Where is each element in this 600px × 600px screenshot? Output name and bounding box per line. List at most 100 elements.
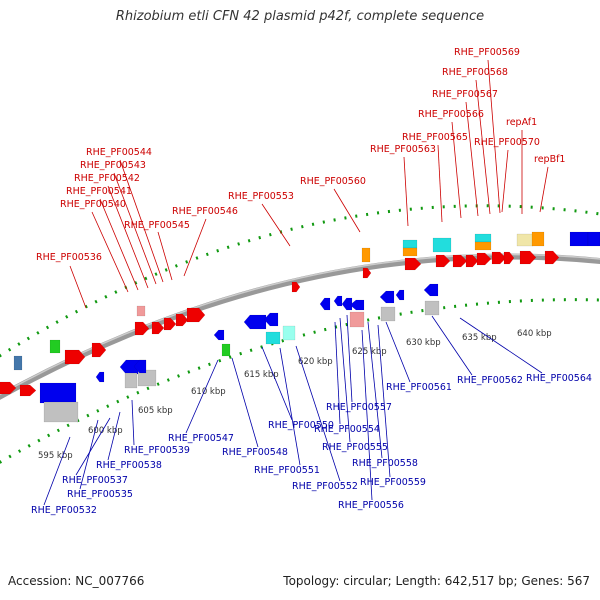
gene-48 [491, 251, 507, 265]
rev-label-1: RHE_PF00535 [67, 489, 133, 500]
fwd-label-18: repBf1 [534, 154, 565, 165]
fwd-label-5: RHE_PF00544 [86, 147, 152, 158]
gene-16 [163, 317, 177, 331]
rev-label-5-leader [185, 359, 219, 434]
gene-44 [465, 254, 479, 268]
gene-41 [432, 237, 452, 253]
fwd-label-17: repAf1 [506, 117, 537, 128]
rev-label-15-leader [377, 324, 391, 478]
fwd-label-14: RHE_PF00568 [442, 67, 508, 78]
fwd-label-13: RHE_PF00567 [432, 89, 498, 100]
gene-4 [43, 401, 79, 423]
gene-13 [136, 305, 146, 317]
rev-label-10-leader [334, 321, 341, 425]
gene-5 [49, 339, 61, 354]
rev-label-13: RHE_PF00557 [326, 402, 392, 413]
gene-40 [424, 300, 440, 316]
fwd-label-5-leader [119, 159, 164, 283]
fwd-label-4-leader [113, 172, 157, 285]
rev-label-6: RHE_PF00548 [222, 447, 288, 458]
fwd-label-9-leader [333, 188, 361, 233]
fwd-label-8-leader [261, 203, 291, 247]
gene-33 [379, 290, 395, 304]
stats-text: Topology: circular; Length: 642,517 bp; … [283, 574, 590, 588]
accession-text: Accession: NC_007766 [8, 574, 145, 588]
gene-52 [519, 250, 537, 265]
rev-label-12-leader [361, 329, 373, 501]
gene-31 [361, 247, 371, 263]
gene-21 [243, 314, 267, 330]
rev-label-9-leader [295, 345, 341, 482]
fwd-label-7: RHE_PF00546 [172, 206, 238, 217]
gene-30 [349, 299, 365, 311]
outer-tick-ring [0, 204, 600, 358]
fwd-label-6: RHE_PF00545 [124, 220, 190, 231]
rev-label-18: RHE_PF00564 [526, 373, 592, 384]
fwd-label-16-leader [501, 149, 509, 213]
gene-50 [516, 233, 534, 247]
gene-11 [137, 369, 157, 387]
gene-42 [435, 254, 451, 268]
gene-8 [95, 371, 105, 383]
rev-label-2-leader [75, 417, 111, 476]
rev-label-8: RHE_PF00551 [254, 465, 320, 476]
gene-1 [19, 384, 37, 397]
rev-label-16-leader [385, 321, 411, 383]
rev-label-11-leader [339, 317, 351, 443]
gene-47 [476, 252, 492, 266]
tick-label-6: 625 kbp [352, 347, 387, 357]
gene-46 [474, 241, 492, 251]
gene-49 [503, 251, 515, 265]
fwd-label-16: RHE_PF00570 [474, 137, 540, 148]
fwd-label-11: RHE_PF00565 [402, 132, 468, 143]
gene-7 [91, 342, 107, 358]
rev-label-4: RHE_PF00539 [124, 445, 190, 456]
rev-label-6-leader [231, 357, 259, 448]
gene-34 [395, 289, 405, 301]
rev-label-7-leader [261, 346, 293, 421]
gene-19 [213, 329, 225, 341]
fwd-label-10: RHE_PF00563 [370, 144, 436, 155]
gene-35 [380, 306, 396, 322]
rev-label-17-leader [431, 315, 473, 376]
rev-label-4-leader [131, 399, 135, 446]
gene-28 [341, 297, 353, 311]
gene-0 [0, 381, 17, 395]
gene-39 [423, 283, 439, 297]
gene-14 [134, 321, 150, 336]
gene-53 [544, 250, 560, 265]
fwd-label-7-leader [183, 218, 207, 277]
tick-label-7: 630 kbp [406, 338, 441, 348]
rev-label-0: RHE_PF00532 [31, 505, 97, 516]
map-title: Rhizobium etli CFN 42 plasmid p42f, comp… [115, 9, 485, 24]
gene-24 [282, 325, 296, 341]
fwd-label-11-leader [437, 144, 443, 223]
tick-label-0: 595 kbp [38, 451, 73, 461]
gene-2 [13, 355, 23, 371]
tick-label-9: 640 kbp [517, 329, 552, 339]
fwd-label-15-leader [487, 59, 501, 214]
gene-23 [265, 331, 281, 345]
gene-20 [221, 343, 231, 357]
fwd-label-3-leader [107, 185, 149, 289]
fwd-label-2: RHE_PF00541 [66, 186, 132, 197]
gene-43 [452, 254, 468, 268]
rev-label-16: RHE_PF00561 [386, 382, 452, 393]
gene-22 [263, 312, 279, 327]
rev-label-17: RHE_PF00562 [457, 375, 523, 386]
fwd-label-1-leader [91, 211, 129, 293]
gene-37 [402, 247, 418, 257]
fwd-label-1: RHE_PF00540 [60, 199, 126, 210]
gene-55 [587, 231, 600, 247]
gene-15 [151, 321, 165, 335]
rev-label-12: RHE_PF00556 [338, 500, 404, 511]
tick-label-1: 600 kbp [88, 426, 123, 436]
fwd-label-14-leader [475, 79, 491, 215]
rev-label-0-leader [43, 436, 71, 506]
gene-38 [404, 257, 422, 271]
rev-label-13-leader [346, 314, 353, 403]
fwd-label-0-leader [69, 265, 87, 309]
fwd-label-15: RHE_PF00569 [454, 47, 520, 58]
rev-label-3: RHE_PF00538 [96, 460, 162, 471]
gene-45 [474, 233, 492, 243]
